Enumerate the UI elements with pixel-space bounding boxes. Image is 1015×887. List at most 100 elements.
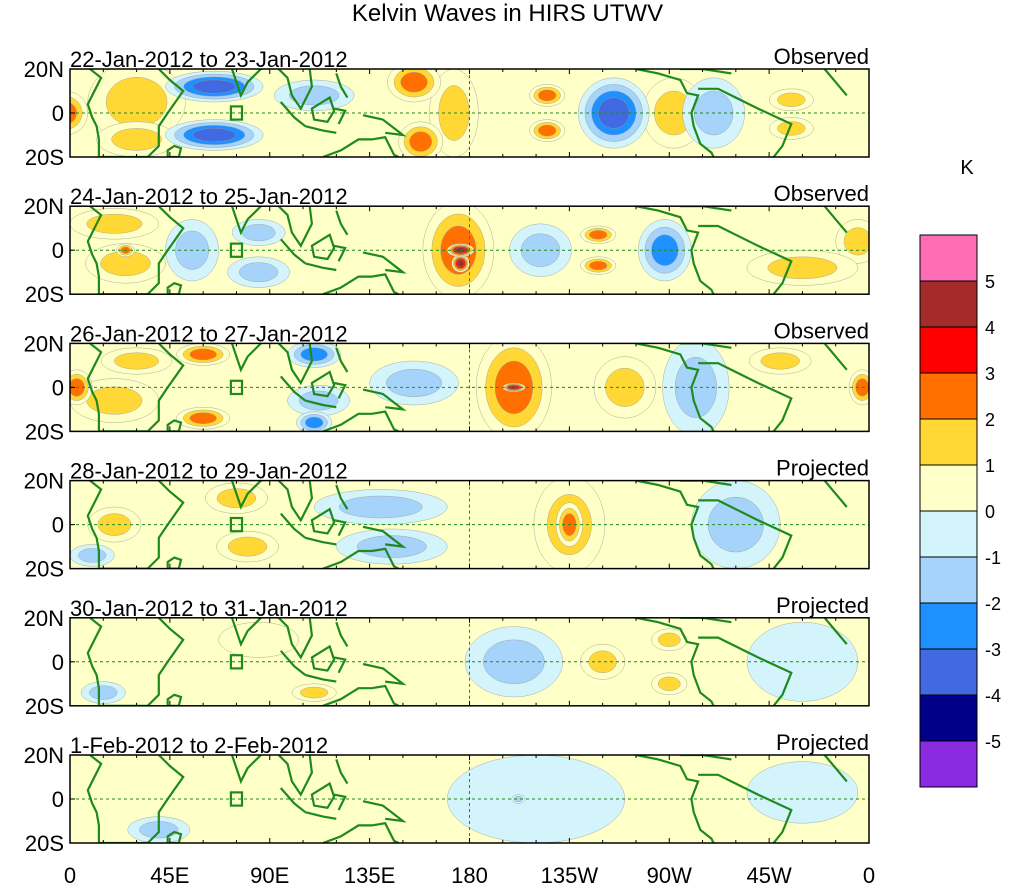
- colorbar-swatch: [919, 648, 978, 696]
- x-tick-label: 45E: [150, 863, 189, 887]
- box-marker: [229, 654, 244, 670]
- colorbar-swatch: [919, 280, 978, 328]
- x-tick-label: 135E: [344, 863, 395, 887]
- contour-region: [338, 495, 423, 519]
- colorbar-swatch: [919, 510, 978, 558]
- coast-india: [230, 480, 265, 510]
- box-marker: [229, 516, 244, 533]
- panel-field: [70, 343, 869, 432]
- panel-status-label: Projected: [776, 593, 869, 618]
- coast-india: [230, 206, 265, 236]
- panel-status-label: Observed: [774, 318, 869, 343]
- contour-region: [456, 259, 465, 268]
- coastline: [86, 206, 848, 295]
- panel-status-label: Observed: [774, 181, 869, 206]
- x-tick-label: 45W: [747, 863, 792, 887]
- panel-date-label: 26-Jan-2012 to 27-Jan-2012: [70, 321, 348, 346]
- colorbar-label: -1: [985, 548, 1001, 568]
- coast-australia: [322, 273, 399, 295]
- x-tick-label: 0: [863, 863, 875, 887]
- colorbar-swatch: [919, 694, 978, 742]
- coast-australia: [322, 410, 399, 432]
- coast-americas-west: [635, 617, 715, 706]
- coast-philippines: [335, 210, 349, 236]
- coast-africa: [86, 343, 185, 432]
- box-marker: [229, 791, 244, 807]
- colorbar-label: -4: [985, 686, 1001, 706]
- coast-borneo: [310, 95, 336, 124]
- contour-region: [86, 386, 143, 415]
- coast-java: [305, 536, 337, 546]
- coast-south-america-east: [698, 87, 793, 157]
- contour-region: [760, 352, 800, 370]
- panel-field: [70, 755, 869, 843]
- coast-sulawesi: [333, 793, 347, 811]
- y-tick-label: 20S: [25, 145, 64, 170]
- contour-region: [192, 128, 236, 142]
- y-tick-label: 20N: [24, 469, 64, 494]
- coast-new-guinea: [362, 525, 407, 549]
- y-tick-label: 20S: [25, 419, 64, 444]
- contour-region: [777, 92, 806, 107]
- coast-americas-west: [635, 206, 715, 295]
- colorbar-swatch: [919, 602, 978, 650]
- colorbar-label: -3: [985, 640, 1001, 660]
- contour-region: [843, 227, 869, 256]
- coast-africa: [86, 206, 185, 295]
- x-tick-label: 0: [64, 863, 76, 887]
- coast-west-africa-right: [823, 617, 848, 645]
- coast-sumatra: [279, 512, 306, 539]
- coast-borneo: [310, 370, 336, 398]
- contour-region: [300, 347, 328, 362]
- colorbar-label: 4: [985, 318, 995, 338]
- y-tick-label: 20N: [24, 194, 64, 219]
- contour-region: [105, 77, 168, 127]
- panel-date-label: 22-Jan-2012 to 23-Jan-2012: [70, 47, 348, 72]
- y-tick-label: 0: [52, 238, 64, 263]
- coast-madagascar: [166, 144, 183, 157]
- colorbar-label: 0: [985, 502, 995, 522]
- box-marker: [229, 379, 244, 396]
- coast-americas-west: [635, 69, 715, 157]
- coast-java: [305, 811, 337, 820]
- coast-new-guinea: [362, 114, 407, 137]
- colorbar-swatch: [919, 556, 978, 604]
- coast-se-asia: [277, 617, 314, 660]
- coast-philippines: [335, 759, 349, 785]
- contour-region: [111, 128, 162, 151]
- y-tick-label: 20S: [25, 694, 64, 719]
- coast-new-guinea: [362, 800, 407, 823]
- coast-west-africa-right: [823, 755, 848, 783]
- coast-caribbean: [680, 617, 732, 624]
- box-marker: [229, 242, 244, 258]
- colorbar-swatch: [919, 464, 978, 512]
- coast-sulawesi: [333, 107, 347, 125]
- contour-region: [657, 632, 681, 647]
- panel-field: [70, 69, 869, 157]
- coast-africa: [86, 69, 185, 157]
- y-tick-label: 20N: [24, 606, 64, 631]
- contour-region: [189, 348, 217, 361]
- coast-madagascar: [166, 281, 183, 295]
- contour-region: [114, 352, 159, 370]
- contour-region: [192, 79, 236, 94]
- coastline: [86, 617, 848, 706]
- panel-4: 20N 0 20S 28-Jan-2012 to 29-Jan-2012 Project…: [24, 456, 870, 582]
- coastline: [86, 755, 848, 843]
- colorbar-label: 1: [985, 456, 995, 476]
- colorbar-swatch: [919, 234, 978, 282]
- colorbar: K 5 4 3 2 1 0 -1 -2 -3 -4 -5: [919, 157, 1001, 788]
- colorbar-units: K: [960, 157, 974, 179]
- x-tick-label: 180: [451, 863, 488, 887]
- contour-region: [356, 535, 427, 558]
- coast-java: [305, 673, 337, 683]
- contour-region: [78, 548, 107, 563]
- coast-madagascar: [166, 419, 183, 432]
- y-tick-label: 20N: [24, 743, 64, 768]
- y-tick-label: 0: [52, 375, 64, 400]
- x-axis: 0 45E 90E 135E 180 135W 90W 45W 0: [64, 863, 875, 887]
- coast-south-america-east: [698, 499, 793, 569]
- colorbar-swatch: [919, 740, 978, 788]
- contour-region: [777, 121, 806, 136]
- panel-2: 20N 0 20S 24-Jan-2012 to 25-Jan-2012 Observe…: [24, 181, 870, 307]
